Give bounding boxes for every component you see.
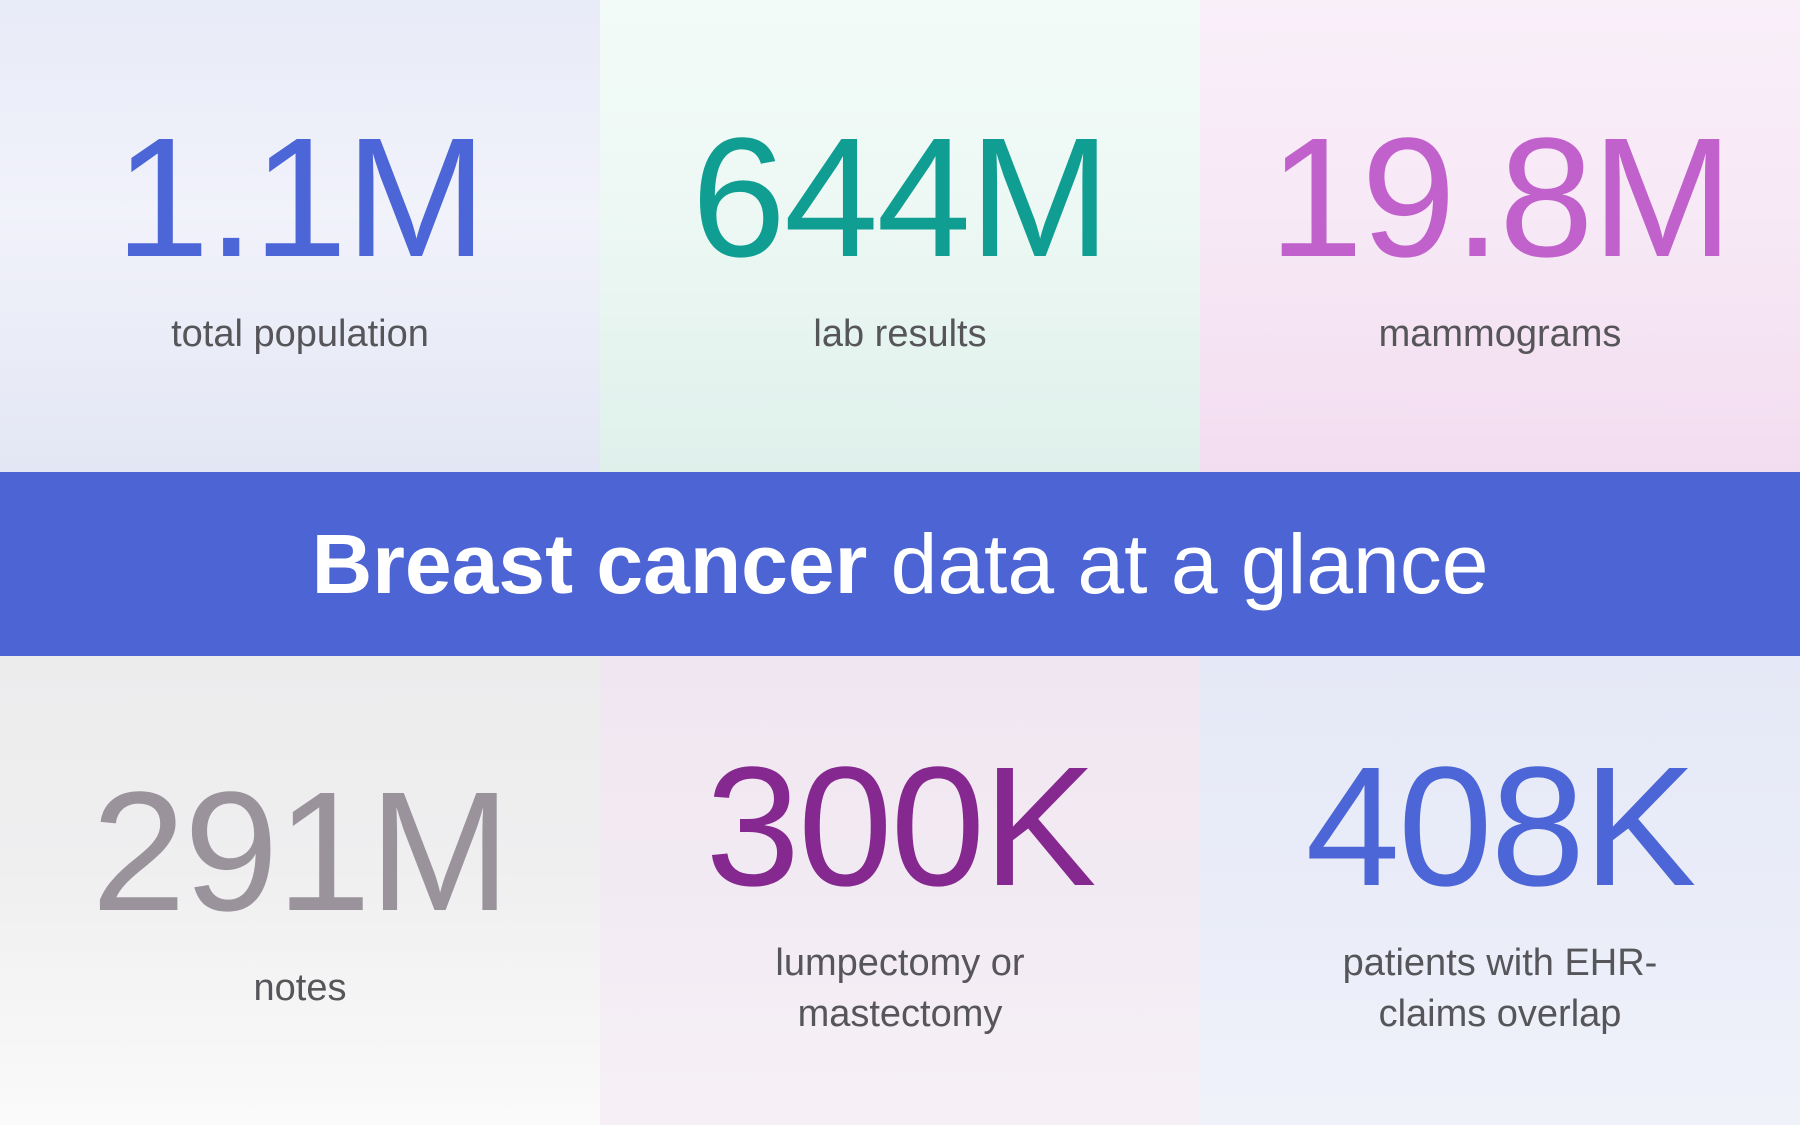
banner-title-bold: Breast cancer xyxy=(311,517,868,611)
title-banner: Breast cancer data at a glance xyxy=(0,472,1800,656)
stat-value: 300K xyxy=(705,732,1096,923)
stat-label: lab results xyxy=(813,312,987,355)
stat-label: mammograms xyxy=(1378,312,1622,355)
stat-label: patients with EHR-claims overlap xyxy=(1342,942,1658,1035)
stat-value: 19.8M xyxy=(1268,102,1733,293)
stat-tile: 408K patients with EHR-claims overlap xyxy=(1200,656,1800,1125)
stat-value: 644M xyxy=(691,102,1110,293)
stat-value: 408K xyxy=(1305,732,1696,923)
stat-tile: 291M notes xyxy=(0,656,600,1125)
stat-value: 291M xyxy=(91,757,510,948)
stat-label: notes xyxy=(253,967,347,1010)
stat-label: total population xyxy=(171,312,429,355)
banner-title-light: data at a glance xyxy=(867,517,1489,611)
stat-value: 1.1M xyxy=(115,102,487,293)
stat-tile: 300K lumpectomy or mastectomy xyxy=(600,656,1200,1125)
stat-tile: 1.1M total population xyxy=(0,0,600,472)
stat-tile: 644M lab results xyxy=(600,0,1200,472)
stat-label: lumpectomy or mastectomy xyxy=(775,942,1025,1035)
stat-tile: 19.8M mammograms xyxy=(1200,0,1800,472)
